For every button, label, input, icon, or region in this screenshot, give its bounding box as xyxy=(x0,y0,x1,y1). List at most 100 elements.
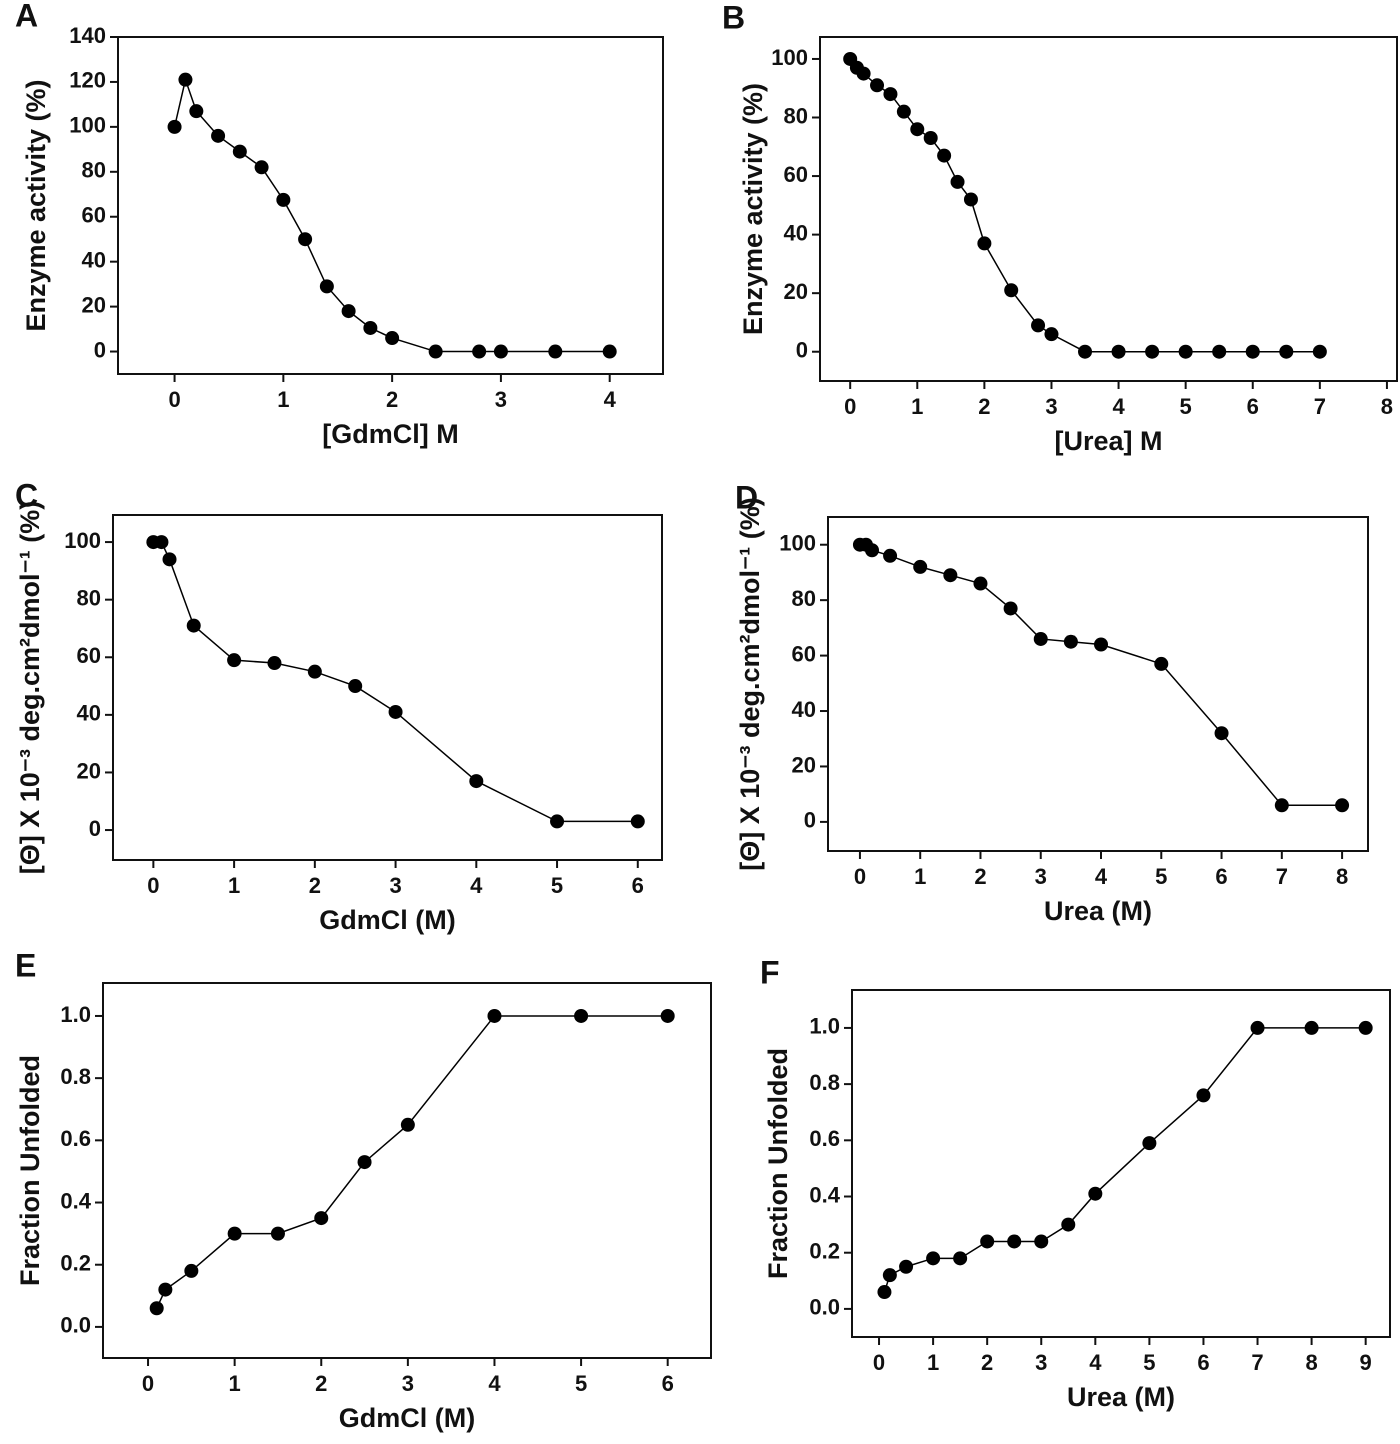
data-point xyxy=(1274,798,1289,813)
x-axis-label: GdmCl (M) xyxy=(339,1403,475,1433)
data-point xyxy=(487,1008,502,1023)
x-tick-label: 6 xyxy=(1247,394,1259,419)
data-point xyxy=(910,122,925,137)
y-tick-label: 40 xyxy=(82,247,106,272)
y-tick-label: 20 xyxy=(77,758,101,783)
data-point xyxy=(1033,631,1048,646)
x-tick-label: 0 xyxy=(873,1350,885,1375)
data-point xyxy=(385,331,400,346)
data-point xyxy=(1178,344,1193,359)
data-point xyxy=(1279,344,1294,359)
data-point xyxy=(357,1155,372,1170)
data-line xyxy=(849,58,1320,353)
data-point xyxy=(660,1008,675,1023)
x-tick-label: 5 xyxy=(1143,1350,1155,1375)
x-tick-label: 8 xyxy=(1305,1350,1317,1375)
data-point xyxy=(548,344,563,359)
y-tick-label: 40 xyxy=(77,701,101,726)
data-point xyxy=(158,1282,173,1297)
data-point xyxy=(856,66,871,81)
y-tick-label: 140 xyxy=(69,23,106,48)
data-line xyxy=(156,1015,668,1309)
data-point xyxy=(870,78,885,93)
data-point xyxy=(896,104,911,119)
x-tick-label: 6 xyxy=(632,873,644,898)
panel-label: C xyxy=(15,477,38,513)
data-point xyxy=(472,344,487,359)
x-tick-label: 5 xyxy=(551,873,563,898)
data-point xyxy=(574,1008,589,1023)
x-axis-label: GdmCl (M) xyxy=(319,905,455,935)
x-axis-label: [GdmCl] M xyxy=(322,419,458,449)
data-point xyxy=(267,656,282,671)
panel-label: E xyxy=(15,947,36,983)
data-point xyxy=(254,160,269,175)
data-point xyxy=(883,548,898,563)
data-point xyxy=(388,704,403,719)
x-tick-label: 2 xyxy=(981,1350,993,1375)
x-tick-label: 8 xyxy=(1381,394,1393,419)
y-tick-label: 100 xyxy=(779,531,816,556)
plot-frame xyxy=(102,982,712,1359)
data-point xyxy=(1078,344,1093,359)
data-point xyxy=(493,344,508,359)
data-point xyxy=(348,679,363,694)
x-tick-label: 3 xyxy=(1035,864,1047,889)
data-point xyxy=(270,1226,285,1241)
x-tick-label: 6 xyxy=(1215,864,1227,889)
x-tick-label: 6 xyxy=(1197,1350,1209,1375)
data-point xyxy=(1145,344,1160,359)
y-tick-label: 1.0 xyxy=(809,1014,840,1039)
x-tick-label: 3 xyxy=(1045,394,1057,419)
data-point xyxy=(980,1234,995,1249)
data-point xyxy=(1044,327,1059,342)
y-tick-label: 60 xyxy=(77,643,101,668)
x-tick-label: 3 xyxy=(402,1371,414,1396)
data-point xyxy=(550,814,565,829)
data-point xyxy=(953,1251,968,1266)
y-tick-label: 0.6 xyxy=(60,1126,91,1151)
data-point xyxy=(1088,1186,1103,1201)
data-point xyxy=(977,236,992,251)
y-tick-label: 0 xyxy=(89,816,101,841)
data-point xyxy=(1196,1088,1211,1103)
plot-frame xyxy=(827,516,1369,852)
data-point xyxy=(602,344,617,359)
data-point xyxy=(973,576,988,591)
data-point xyxy=(211,128,226,143)
data-point xyxy=(1245,344,1260,359)
data-point xyxy=(363,320,378,335)
data-point xyxy=(314,1211,329,1226)
y-axis-label: [Θ] X 10⁻³ deg.cm²dmol⁻¹ (%) xyxy=(735,497,765,871)
data-point xyxy=(1214,726,1229,741)
y-tick-label: 1.0 xyxy=(60,1002,91,1027)
y-tick-label: 0.0 xyxy=(60,1313,91,1338)
x-tick-label: 3 xyxy=(495,387,507,412)
y-tick-label: 20 xyxy=(784,279,808,304)
x-tick-label: 0 xyxy=(844,394,856,419)
data-point xyxy=(950,174,965,189)
data-point xyxy=(276,192,291,207)
y-tick-label: 60 xyxy=(792,641,816,666)
data-line xyxy=(173,76,610,353)
y-tick-label: 20 xyxy=(82,292,106,317)
y-tick-label: 100 xyxy=(771,45,808,70)
y-tick-label: 0 xyxy=(804,808,816,833)
x-tick-label: 1 xyxy=(927,1350,939,1375)
x-tick-label: 1 xyxy=(228,873,240,898)
plot-frame xyxy=(112,514,663,861)
y-tick-label: 0.4 xyxy=(60,1188,91,1213)
data-point xyxy=(307,664,322,679)
data-point xyxy=(319,279,334,294)
data-point xyxy=(149,1301,164,1316)
data-point xyxy=(899,1259,914,1274)
data-point xyxy=(154,535,169,550)
y-tick-label: 0.6 xyxy=(809,1126,840,1151)
data-point xyxy=(227,1226,242,1241)
x-tick-label: 2 xyxy=(974,864,986,889)
y-tick-label: 60 xyxy=(784,162,808,187)
x-tick-label: 2 xyxy=(386,387,398,412)
y-tick-label: 40 xyxy=(784,220,808,245)
data-point xyxy=(227,653,242,668)
